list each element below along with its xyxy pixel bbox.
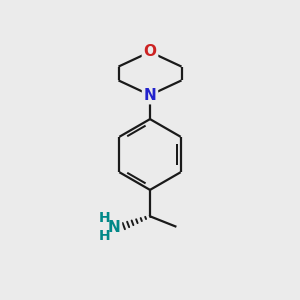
Text: H: H [99,211,111,225]
Text: N: N [144,88,156,103]
Text: H: H [99,229,111,243]
Text: O: O [143,44,157,59]
Text: N: N [108,220,120,235]
